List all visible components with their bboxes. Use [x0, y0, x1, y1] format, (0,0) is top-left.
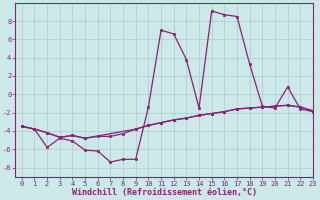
- X-axis label: Windchill (Refroidissement éolien,°C): Windchill (Refroidissement éolien,°C): [72, 188, 257, 197]
